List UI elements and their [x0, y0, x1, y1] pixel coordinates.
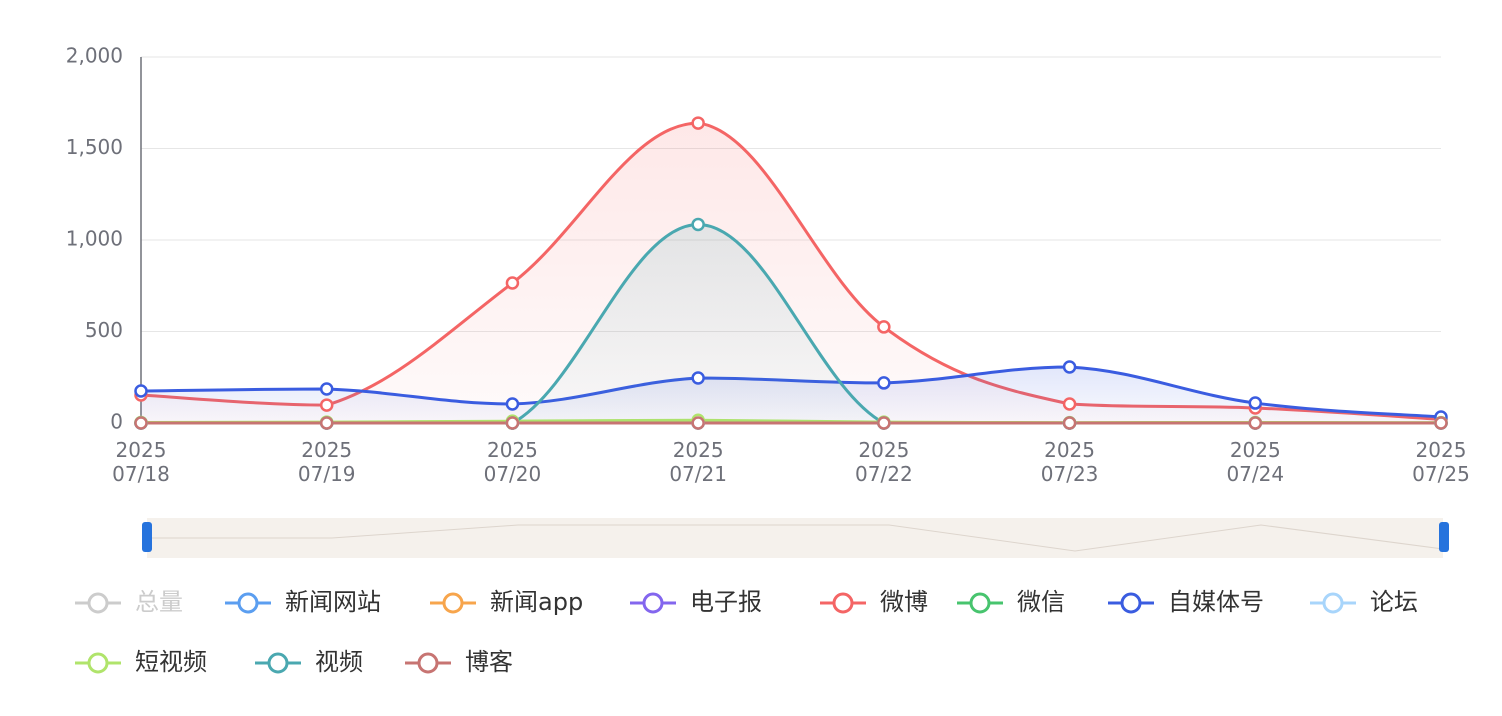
- point: [134, 384, 148, 398]
- point: [1062, 416, 1077, 430]
- point: [319, 416, 334, 430]
- point: [691, 217, 705, 232]
- point: [691, 371, 705, 385]
- point: [691, 116, 705, 130]
- legend-item[interactable]: 博客: [405, 648, 513, 676]
- x-tick-label: 2025 07/20: [484, 438, 542, 486]
- x-tick-label: 2025 07/18: [112, 438, 170, 486]
- x-tick-label: 2025 07/21: [669, 438, 727, 486]
- legend-item[interactable]: 微博: [820, 588, 928, 616]
- legend-icon: [832, 592, 854, 614]
- legend-label: 微博: [880, 588, 928, 616]
- point: [1434, 416, 1448, 430]
- data-zoom[interactable]: [142, 518, 1449, 558]
- legend-item[interactable]: 短视频: [75, 648, 207, 676]
- legend-label: 视频: [315, 648, 363, 676]
- x-tick-label: 2025 07/24: [1226, 438, 1284, 486]
- legend-icon: [642, 592, 664, 614]
- legend-item[interactable]: 微信: [957, 588, 1065, 616]
- legend-label: 微信: [1017, 588, 1065, 616]
- x-tick-label: 2025 07/25: [1412, 438, 1470, 486]
- point: [691, 416, 705, 430]
- point: [505, 416, 520, 430]
- y-tick-label: 0: [110, 410, 123, 434]
- legend-label: 论坛: [1370, 588, 1418, 616]
- legend-icon: [417, 652, 439, 674]
- area: [141, 123, 1441, 424]
- legend-item[interactable]: 视频: [255, 648, 363, 676]
- legend-item[interactable]: 新闻网站: [225, 588, 381, 616]
- legend-label: 博客: [465, 648, 513, 676]
- point: [505, 397, 520, 411]
- legend-icon: [237, 592, 259, 614]
- point: [1248, 396, 1263, 410]
- y-tick-label: 1,500: [66, 135, 123, 159]
- y-tick-label: 2,000: [66, 44, 123, 68]
- x-tick-label: 2025 07/22: [855, 438, 913, 486]
- point: [319, 398, 334, 412]
- point: [1248, 416, 1263, 430]
- legend-icon: [1120, 592, 1142, 614]
- legend-item[interactable]: 总量: [75, 588, 183, 616]
- point: [1062, 360, 1077, 374]
- area: [141, 224, 1441, 423]
- point: [877, 320, 891, 334]
- point: [877, 376, 891, 390]
- zoom-shadow: [147, 524, 1444, 552]
- x-tick-label: 2025 07/23: [1041, 438, 1099, 486]
- legend-item[interactable]: 电子报: [630, 588, 762, 616]
- legend-icon: [442, 592, 464, 614]
- point: [1062, 397, 1077, 411]
- legend-icon: [267, 652, 289, 674]
- legend-icon: [87, 592, 109, 614]
- point: [877, 416, 891, 430]
- legend-icon: [969, 592, 991, 614]
- legend-label: 自媒体号: [1168, 588, 1264, 616]
- point: [505, 276, 520, 290]
- zoom-handle[interactable]: [142, 522, 152, 552]
- point: [319, 382, 334, 396]
- x-tick-label: 2025 07/19: [298, 438, 356, 486]
- y-tick-label: 500: [85, 318, 123, 342]
- legend-label: 总量: [135, 588, 183, 616]
- legend-label: 短视频: [135, 648, 207, 676]
- legend-item[interactable]: 新闻app: [430, 588, 583, 616]
- legend-icon: [87, 652, 109, 674]
- zoom-track[interactable]: [147, 518, 1443, 558]
- legend-label: 新闻网站: [285, 588, 381, 616]
- legend-item[interactable]: 论坛: [1310, 588, 1418, 616]
- legend-icon: [1322, 592, 1344, 614]
- point: [134, 416, 148, 430]
- legend-label: 新闻app: [490, 588, 583, 616]
- zoom-handle[interactable]: [1439, 522, 1449, 552]
- legend-label: 电子报: [690, 588, 762, 616]
- legend-item[interactable]: 自媒体号: [1108, 588, 1264, 616]
- y-tick-label: 1,000: [66, 227, 123, 251]
